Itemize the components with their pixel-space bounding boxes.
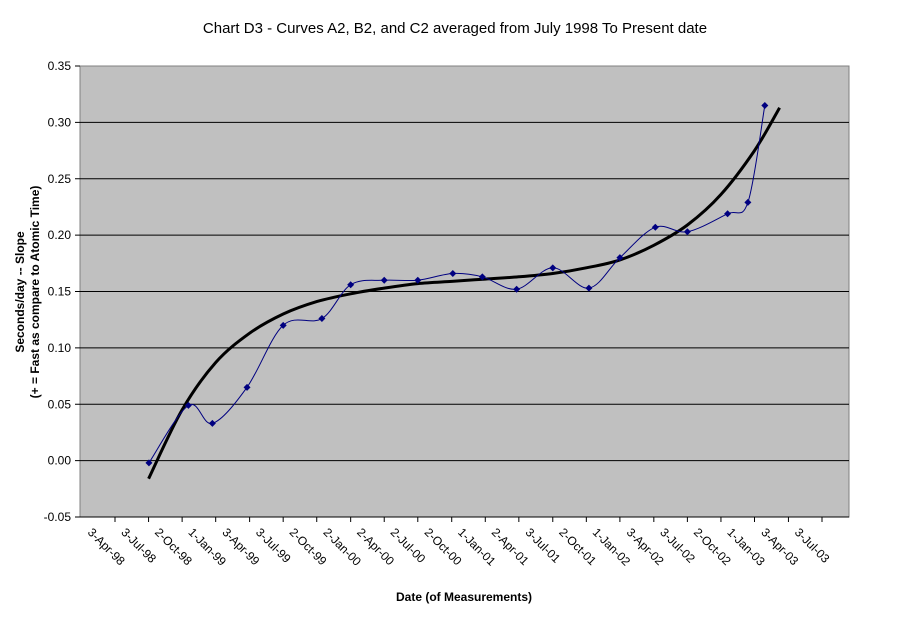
data-point	[513, 285, 521, 293]
chart-title: Chart D3 - Curves A2, B2, and C2 average…	[203, 20, 707, 37]
gridlines	[80, 121, 849, 462]
data-point	[347, 281, 355, 289]
data-point	[279, 321, 287, 329]
trend-line	[147, 106, 781, 480]
data-point	[243, 383, 251, 391]
data-point	[449, 269, 457, 277]
x-axis-label: Date (of Measurements)	[396, 590, 532, 604]
data-point	[744, 198, 752, 206]
y-axis-label-line2: (+ = Fast as compare to Atomic Time)	[28, 186, 42, 399]
y-tick-label: 0.05	[48, 397, 72, 411]
data-point	[585, 284, 593, 292]
data-point	[651, 223, 659, 231]
data-point	[380, 276, 388, 284]
y-tick-label: 0.30	[48, 115, 72, 129]
y-tick-label: 0.20	[48, 228, 72, 242]
data-point	[414, 276, 422, 284]
data-point	[318, 315, 326, 323]
data-point	[683, 228, 691, 236]
data-point	[549, 264, 557, 272]
data-point	[616, 254, 624, 262]
y-tick-label: 0.15	[48, 285, 72, 299]
y-axis-label-line1: Seconds/day -- Slope	[13, 231, 27, 353]
data-point	[145, 459, 153, 467]
y-tick-label: 0.35	[48, 59, 72, 73]
measurement-markers	[145, 101, 769, 467]
data-point	[478, 273, 486, 281]
y-tick-label: 0.10	[48, 341, 72, 355]
y-tick-label: 0.00	[48, 454, 72, 468]
data-point	[761, 101, 769, 109]
data-point	[724, 210, 732, 218]
data-point	[184, 401, 192, 409]
data-point	[208, 419, 216, 427]
y-axis-ticks: -0.05 0.00 0.05 0.10 0.15 0.20 0.25 0.30 0.35	[44, 59, 80, 524]
y-tick-label: -0.05	[44, 510, 72, 524]
y-tick-label: 0.25	[48, 172, 72, 186]
